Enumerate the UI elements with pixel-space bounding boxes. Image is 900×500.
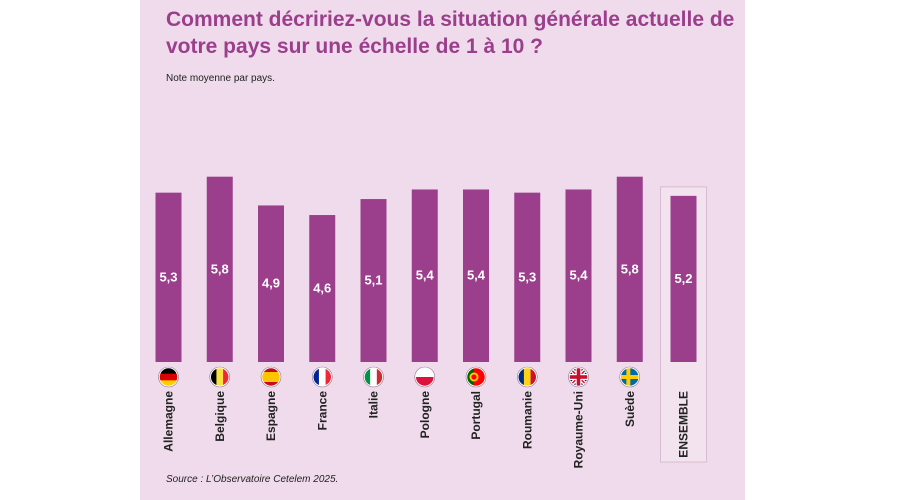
bar-espagne xyxy=(258,205,284,362)
category-label: Espagne xyxy=(264,391,278,441)
bar-italie xyxy=(360,199,387,362)
chart-source: Source : L’Observatoire Cetelem 2025. xyxy=(166,474,339,485)
value-label: 5,3 xyxy=(518,269,536,284)
chart-title: Comment décririez-vous la situation géné… xyxy=(166,8,735,58)
category-label: Belgique xyxy=(213,391,227,442)
bar-portugal xyxy=(463,189,489,362)
value-label: 5,8 xyxy=(211,261,229,276)
flag-romania-icon xyxy=(516,366,538,388)
flag-belgium-icon xyxy=(209,366,231,388)
value-label: 5,8 xyxy=(621,261,639,276)
bar-royaume-uni xyxy=(565,189,592,362)
value-label: 5,4 xyxy=(569,268,588,283)
flag-portugal-icon xyxy=(465,366,487,388)
bar-belgique xyxy=(206,176,233,362)
category-label: Allemagne xyxy=(162,391,176,452)
category-label: Royaume-Uni xyxy=(572,391,586,468)
value-label: 4,9 xyxy=(262,276,280,291)
flag-sweden-icon xyxy=(619,366,641,388)
category-label: Pologne xyxy=(418,391,432,439)
value-label: 5,1 xyxy=(364,273,382,288)
category-label: Suède xyxy=(623,391,637,427)
flag-uk-icon xyxy=(568,366,589,388)
flag-spain-icon xyxy=(260,366,282,388)
category-label: France xyxy=(315,391,329,431)
bar-roumanie xyxy=(514,192,541,362)
chart-subtitle: Note moyenne par pays. xyxy=(166,73,275,84)
flag-france-icon xyxy=(311,366,333,388)
category-label: Italie xyxy=(367,391,381,419)
bar-ensemble xyxy=(670,195,697,362)
bar-suède xyxy=(616,176,643,362)
bar-allemagne xyxy=(155,192,182,362)
value-label: 5,4 xyxy=(416,268,435,283)
chart-panel xyxy=(140,0,745,500)
category-label: ENSEMBLE xyxy=(677,391,691,458)
category-label: Roumanie xyxy=(520,391,534,449)
flag-germany-icon xyxy=(158,366,179,388)
bar-france xyxy=(309,215,336,362)
flag-italy-icon xyxy=(363,366,384,388)
category-label: Portugal xyxy=(469,391,483,440)
flag-poland-icon xyxy=(414,366,436,388)
value-label: 5,4 xyxy=(467,268,486,283)
bar-pologne xyxy=(411,189,438,362)
value-label: 4,6 xyxy=(313,281,331,296)
value-label: 5,2 xyxy=(674,271,692,286)
value-label: 5,3 xyxy=(159,269,177,284)
